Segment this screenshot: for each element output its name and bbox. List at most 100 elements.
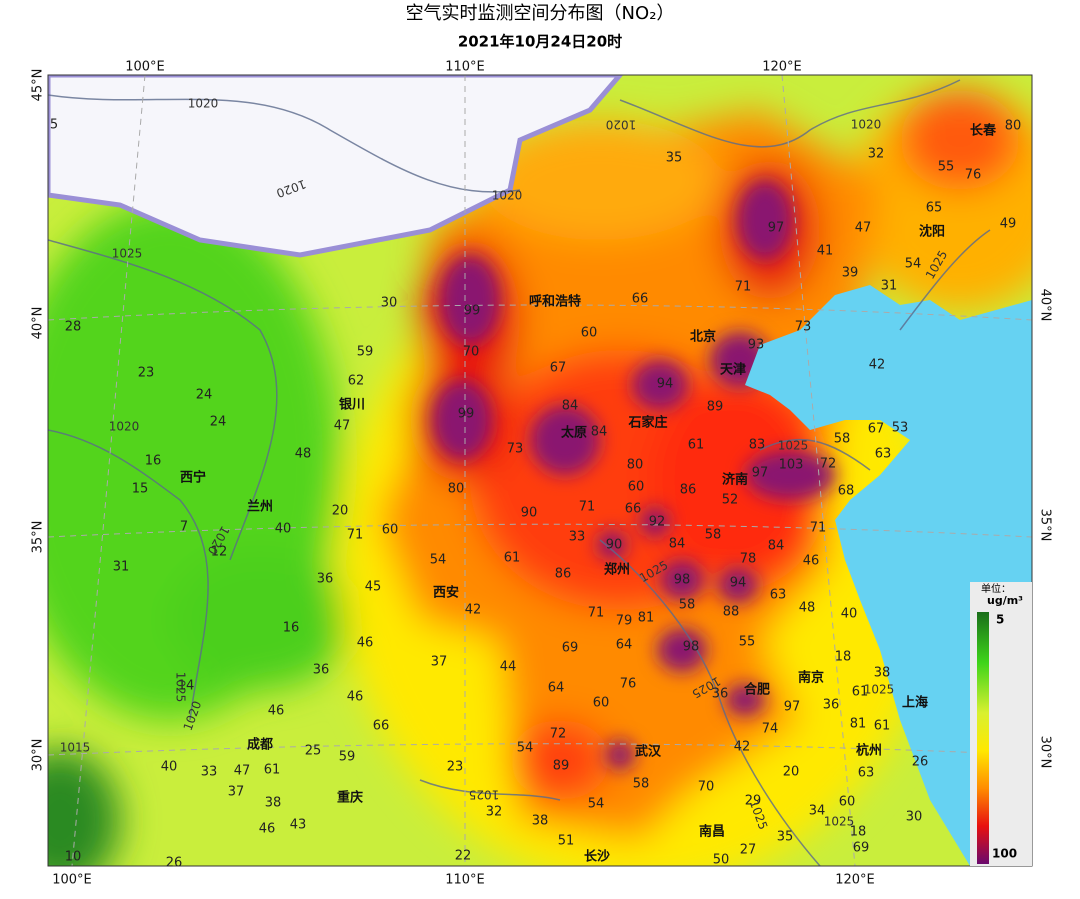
legend-unit-title: 单位： xyxy=(981,582,1011,595)
station-value: 25 xyxy=(305,744,322,759)
isobar-label: 1020 xyxy=(109,420,140,434)
city-name: 重庆 xyxy=(337,790,363,806)
station-value: 76 xyxy=(965,168,982,183)
station-value: 98 xyxy=(674,573,691,588)
axis-label: 110°E xyxy=(445,873,485,888)
city-name: 西安 xyxy=(433,585,459,601)
station-value: 50 xyxy=(713,853,730,868)
station-value: 18 xyxy=(835,650,852,665)
station-value: 97 xyxy=(784,700,801,715)
station-value: 46 xyxy=(803,554,820,569)
city-name: 合肥 xyxy=(744,682,770,698)
station-value: 42 xyxy=(869,358,886,373)
station-value: 37 xyxy=(431,655,448,670)
station-value: 64 xyxy=(548,681,565,696)
station-value: 26 xyxy=(166,856,183,871)
station-value: 58 xyxy=(633,777,650,792)
station-value: 61 xyxy=(874,719,891,734)
station-value: 61 xyxy=(504,551,521,566)
station-value: 71 xyxy=(347,528,364,543)
station-value: 61 xyxy=(852,685,869,700)
station-value: 23 xyxy=(447,760,464,775)
station-value: 63 xyxy=(875,447,892,462)
station-value: 10 xyxy=(65,850,82,865)
station-value: 18 xyxy=(850,825,867,840)
station-value: 45 xyxy=(365,580,382,595)
station-value: 68 xyxy=(838,484,855,499)
axis-label: 40°N xyxy=(1038,289,1053,322)
station-value: 97 xyxy=(768,221,785,236)
station-value: 37 xyxy=(228,785,245,800)
station-value: 29 xyxy=(745,794,762,809)
station-value: 39 xyxy=(842,266,859,281)
legend-unit: ug/m³ xyxy=(987,594,1023,607)
axis-label: 45°N xyxy=(31,69,46,102)
station-value: 61 xyxy=(264,763,281,778)
station-value: 47 xyxy=(234,764,251,779)
city-name: 太原 xyxy=(560,425,587,441)
city-name: 石家庄 xyxy=(627,415,667,431)
map-frame xyxy=(47,74,1033,867)
station-value: 26 xyxy=(912,755,929,770)
station-value: 84 xyxy=(768,539,785,554)
station-value: 80 xyxy=(448,482,465,497)
station-value: 74 xyxy=(762,722,779,737)
isobar-label: 1025 xyxy=(469,788,500,802)
station-value: 94 xyxy=(657,377,674,392)
station-value: 84 xyxy=(591,425,608,440)
station-value: 71 xyxy=(810,521,827,536)
station-value: 66 xyxy=(373,719,390,734)
station-value: 83 xyxy=(749,438,766,453)
axis-label: 40°N xyxy=(31,307,46,340)
map-field xyxy=(48,75,1032,866)
station-value: 28 xyxy=(65,320,82,335)
axis-label: 100°E xyxy=(125,60,165,75)
station-value: 32 xyxy=(486,805,503,820)
station-value: 60 xyxy=(628,480,645,495)
city-name: 天津 xyxy=(720,362,746,378)
city-name: 长沙 xyxy=(584,849,610,865)
station-value: 5 xyxy=(50,118,58,133)
station-value: 20 xyxy=(783,765,800,780)
station-value: 63 xyxy=(858,766,875,781)
axis-label: 35°N xyxy=(31,521,46,554)
isobar-label: 1025 xyxy=(112,247,143,261)
station-value: 33 xyxy=(201,765,218,780)
station-value: 55 xyxy=(938,160,955,175)
station-value: 35 xyxy=(777,830,794,845)
station-value: 52 xyxy=(722,493,739,508)
station-value: 32 xyxy=(868,147,885,162)
station-value: 97 xyxy=(752,466,769,481)
station-value: 24 xyxy=(196,388,213,403)
station-value: 84 xyxy=(562,399,579,414)
station-value: 31 xyxy=(881,279,898,294)
station-value: 41 xyxy=(817,244,834,259)
city-name: 南昌 xyxy=(699,824,725,840)
station-value: 38 xyxy=(874,666,891,681)
axis-label: 100°E xyxy=(52,873,92,888)
station-value: 71 xyxy=(735,280,752,295)
station-value: 81 xyxy=(850,717,867,732)
station-value: 81 xyxy=(638,611,655,626)
station-value: 93 xyxy=(748,338,765,353)
station-value: 90 xyxy=(606,538,623,553)
isobar-label: 1025 xyxy=(174,672,188,703)
station-value: 70 xyxy=(698,780,715,795)
station-value: 58 xyxy=(679,598,696,613)
station-value: 60 xyxy=(382,523,399,538)
station-value: 69 xyxy=(562,641,579,656)
station-value: 79 xyxy=(616,614,633,629)
station-value: 69 xyxy=(853,841,870,856)
city-name: 杭州 xyxy=(856,743,882,759)
station-value: 16 xyxy=(283,621,300,636)
axis-label: 120°E xyxy=(762,60,802,75)
isobar-label: 1025 xyxy=(778,439,809,453)
city-name: 成都 xyxy=(247,737,273,753)
station-value: 40 xyxy=(161,760,178,775)
isobar-label: 1020 xyxy=(851,118,882,132)
station-value: 67 xyxy=(868,422,885,437)
station-value: 48 xyxy=(799,601,816,616)
station-value: 48 xyxy=(295,447,312,462)
city-name: 兰州 xyxy=(247,499,273,515)
